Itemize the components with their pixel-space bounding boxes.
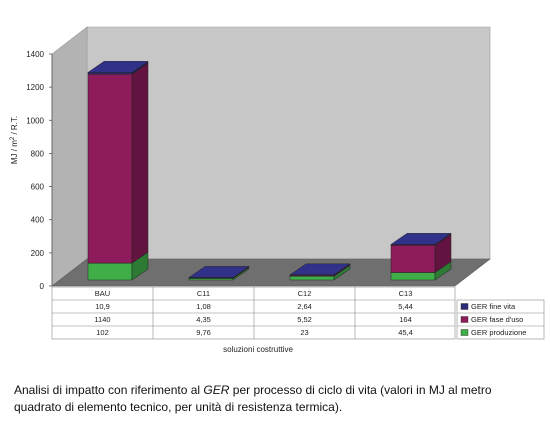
x-category-label: C12 [298,289,312,298]
x-category-label: C11 [197,289,210,298]
bar-top-c13 [390,233,452,245]
y-axis-label-sup: 2 [10,136,16,140]
y-axis-label-main: MJ / m [10,140,19,164]
y-tick-label: 1000 [26,116,44,125]
table-cell-value: 1,08 [196,302,211,311]
table-cell-value: 10,9 [95,302,110,311]
table-cell-value: 9,76 [196,328,211,337]
data-table: BAU 10,9 1140 102 C11 1,08 4,35 9,76 C12 2,64 5,52… [51,286,545,340]
bar-front [87,262,133,281]
bar-front [289,275,335,281]
floor [51,258,491,287]
bar-front [87,72,133,75]
y-axis: 0 200 400 600 800 1000 1200 1400 [26,50,53,291]
table-cell-value: 5,44 [398,302,413,311]
x-axis-label: soluzioni costruttive [223,345,293,354]
y-tick-label: 0 [40,282,45,291]
legend-swatch [460,303,469,310]
table-cell-value: 5,52 [297,315,312,324]
legend-entry: GER fase d'uso [471,315,523,324]
chart-walls [51,26,491,287]
y-tick-label: 800 [31,149,45,158]
bar-segment-bau-1 [87,62,149,264]
bar-side [131,62,149,264]
side-wall [51,26,88,287]
table-cell-value: 2,64 [297,302,312,311]
caption-ger: GER [203,383,230,397]
bar-top-c11 [188,266,250,278]
x-category-label: BAU [95,289,110,298]
y-tick-label: 200 [31,249,45,258]
table-cell-value: 4,35 [196,315,211,324]
table-cell-value: 164 [399,315,412,324]
bar-front [390,272,436,281]
x-category-label: C13 [399,289,413,298]
bar-front [390,245,436,273]
y-tick-label: 400 [31,216,45,225]
bar-front [87,73,133,264]
caption-before: Analisi di impatto con riferimento al [14,383,204,397]
table-cell-value: 1140 [94,315,110,324]
bar-segment-bau-2 [87,251,149,281]
y-tick-label: 600 [31,183,45,192]
bars [87,60,452,281]
legend-swatch [460,329,469,336]
table-cell-value: 102 [96,328,109,337]
legend-entry: GER produzione [471,328,526,337]
caption-after: per processo di ciclo di vita (valori in… [14,383,492,414]
bar-top-bau [87,61,149,73]
stacked-bar-chart: 0 200 400 600 800 1000 1200 1400 BAU 10,9 1140 102… [10,26,545,354]
y-tick-label: 1400 [26,50,44,59]
legend-frame [456,299,545,340]
table-cell-value: 23 [300,328,308,337]
figure-caption: Analisi di impatto con riferimento al GE… [14,382,514,416]
y-tick-label: 1200 [26,83,44,92]
y-axis-label-rest: / R.T. [10,116,19,137]
table-cell-value: 45,4 [398,328,413,337]
y-axis-label: MJ / m2 / R.T. [10,116,19,164]
bar-top-c12 [289,263,351,276]
legend-swatch [460,316,469,323]
legend-entry: GER fine vita [471,302,516,311]
